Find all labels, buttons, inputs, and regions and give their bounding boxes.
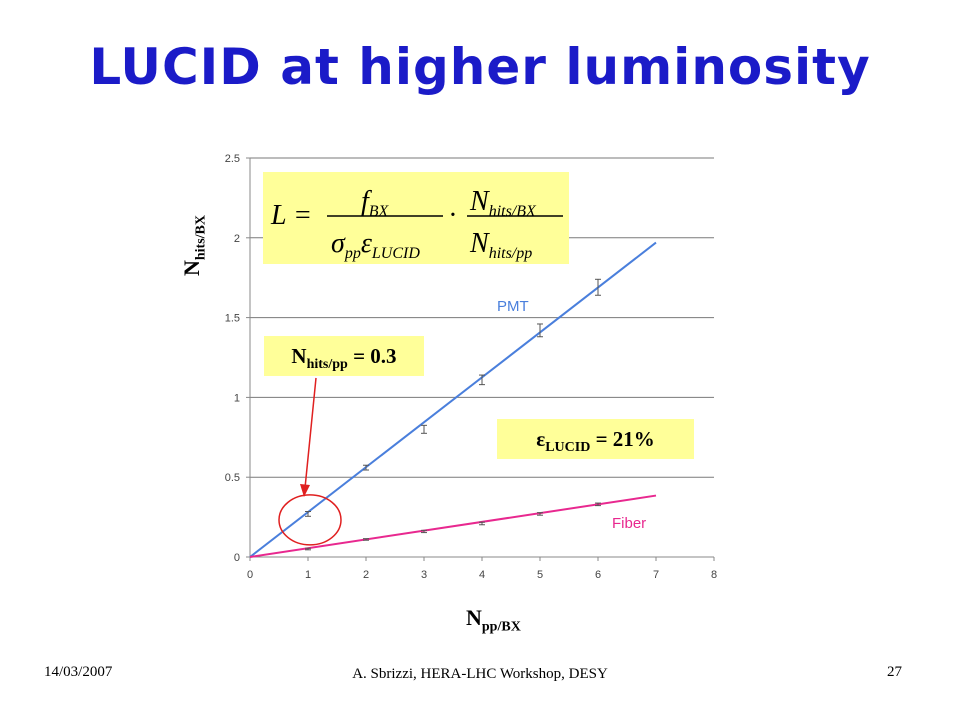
y-tick-label: 1.5 — [225, 313, 240, 325]
axes-layer — [246, 157, 715, 561]
pmt-data-point — [363, 464, 369, 471]
nhits-annotation: Nhits/pp = 0.3 — [264, 336, 424, 376]
formula-num1: fBX — [361, 186, 390, 220]
series-layer: PMT Fiber — [249, 241, 657, 558]
fiber-series-label: Fiber — [612, 515, 646, 532]
pmt-data-point — [595, 278, 601, 296]
fiber-data-point — [537, 512, 543, 516]
highlight-arrow — [304, 377, 317, 489]
ticks-layer: 0 0.5 1 1.5 2 2.5 0 1 2 3 4 5 6 7 8 — [225, 153, 717, 581]
x-tick-label: 4 — [479, 569, 485, 581]
y-tick-label: 2 — [234, 233, 240, 245]
slide-title: LUCID at higher luminosity — [89, 38, 871, 96]
formula-den2: Nhits/pp — [469, 228, 532, 262]
pmt-data-point — [537, 323, 543, 338]
x-tick-label: 6 — [595, 569, 601, 581]
formula-dot: · — [449, 200, 456, 231]
y-tick-label: 0.5 — [225, 472, 240, 484]
y-tick-label: 0 — [234, 552, 240, 564]
x-tick-label: 2 — [363, 569, 369, 581]
highlight-circle — [278, 494, 342, 546]
x-tick-label: 7 — [653, 569, 659, 581]
x-tick-label: 0 — [247, 569, 253, 581]
x-tick-label: 5 — [537, 569, 543, 581]
pmt-fit-line — [249, 241, 657, 558]
page-number: 27 — [887, 664, 902, 680]
pmt-series-label: PMT — [497, 298, 529, 315]
annotation-layer — [278, 377, 342, 546]
x-axis-label: Npp/BX — [466, 605, 521, 635]
fiber-data-point — [479, 521, 485, 526]
pmt-data-point — [479, 374, 485, 386]
fiber-data-point — [595, 502, 601, 507]
fiber-fit-line — [249, 494, 657, 558]
x-tick-label: 8 — [711, 569, 717, 581]
highlight-arrowhead — [300, 484, 310, 497]
x-tick-label: 1 — [305, 569, 311, 581]
x-tick-label: 3 — [421, 569, 427, 581]
footer-author: A. Sbrizzi, HERA-LHC Workshop, DESY — [352, 666, 608, 682]
fiber-data-point — [421, 529, 427, 534]
y-axis-label: Nhits/BX — [179, 215, 209, 277]
formula-lhs: L = — [270, 200, 312, 231]
fiber-data-point — [305, 547, 311, 551]
pmt-data-point — [305, 511, 311, 517]
footer-date: 14/03/2007 — [44, 664, 113, 680]
formula-den1: σppεLUCID — [331, 228, 420, 262]
epsilon-annotation: εLUCID = 21% — [497, 419, 694, 459]
pmt-data-point — [421, 424, 427, 434]
formula-num2: Nhits/BX — [469, 186, 537, 220]
luminosity-formula: L = fBX σppεLUCID · Nhits/BX Nhits/pp — [263, 172, 569, 264]
grid-layer — [250, 157, 714, 558]
y-tick-label: 2.5 — [225, 153, 240, 165]
y-tick-label: 1 — [234, 392, 240, 404]
fiber-data-point — [363, 538, 369, 541]
